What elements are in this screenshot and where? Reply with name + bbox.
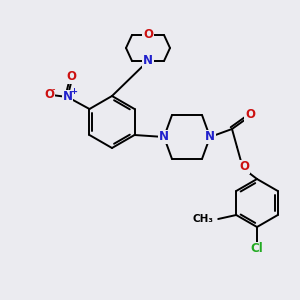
Text: Cl: Cl	[250, 242, 263, 256]
Text: O: O	[67, 70, 76, 83]
Text: CH₃: CH₃	[192, 214, 213, 224]
Text: +: +	[70, 88, 77, 97]
Text: O: O	[143, 28, 153, 41]
Text: O: O	[44, 88, 55, 101]
Text: O: O	[239, 160, 249, 173]
Text: N: N	[143, 55, 153, 68]
Text: N: N	[205, 130, 215, 143]
Text: N: N	[159, 130, 169, 143]
Text: N: N	[62, 91, 73, 103]
Text: O: O	[245, 109, 255, 122]
Text: -: -	[52, 84, 55, 94]
